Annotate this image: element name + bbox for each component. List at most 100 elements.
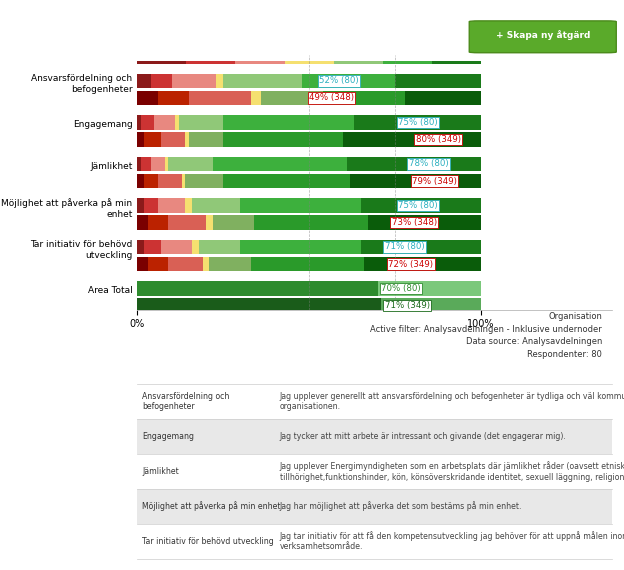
- Bar: [361, 239, 481, 254]
- Text: Jag upplever Energimyndigheten som en arbetsplats där jämlikhet råder (oavsett e: Jag upplever Energimyndigheten som en ar…: [280, 461, 624, 482]
- Bar: [144, 174, 158, 188]
- Bar: [137, 74, 151, 88]
- FancyBboxPatch shape: [469, 21, 617, 53]
- Bar: [158, 174, 182, 188]
- Bar: [137, 256, 148, 271]
- Text: 70% (80): 70% (80): [381, 284, 421, 293]
- Bar: [240, 239, 361, 254]
- Text: + Skapa ny åtgärd: + Skapa ny åtgärd: [495, 30, 590, 40]
- Bar: [158, 198, 185, 213]
- Bar: [137, 298, 381, 313]
- Bar: [350, 174, 481, 188]
- Text: Engagemang: Engagemang: [142, 432, 194, 441]
- Text: 80% (349): 80% (349): [416, 135, 461, 144]
- Bar: [383, 61, 432, 64]
- Bar: [148, 215, 168, 230]
- Bar: [368, 215, 481, 230]
- Text: 52% (80): 52% (80): [319, 76, 359, 86]
- Bar: [137, 61, 187, 64]
- Bar: [137, 281, 378, 296]
- Bar: [144, 239, 162, 254]
- Bar: [182, 174, 185, 188]
- Bar: [137, 132, 144, 147]
- Bar: [217, 74, 223, 88]
- Bar: [175, 115, 178, 130]
- Bar: [240, 198, 361, 213]
- Bar: [378, 281, 481, 296]
- Bar: [302, 74, 395, 88]
- Bar: [334, 61, 383, 64]
- Bar: [406, 91, 481, 105]
- Bar: [354, 115, 481, 130]
- Bar: [223, 132, 343, 147]
- Bar: [213, 215, 254, 230]
- Bar: [361, 198, 481, 213]
- Bar: [137, 174, 144, 188]
- Bar: [189, 91, 251, 105]
- Bar: [235, 61, 285, 64]
- Bar: [254, 215, 368, 230]
- Bar: [144, 198, 158, 213]
- Text: Jag upplever generellt att ansvarsfördelning och befogenheter är tydliga och väl: Jag upplever generellt att ansvarsfördel…: [280, 392, 624, 412]
- Bar: [323, 91, 406, 105]
- Bar: [162, 239, 192, 254]
- Bar: [137, 215, 148, 230]
- Text: Jag tar initiativ för att få den kompetensutveckling jag behöver för att uppnå m: Jag tar initiativ för att få den kompete…: [280, 531, 624, 551]
- Bar: [203, 256, 210, 271]
- Bar: [137, 157, 141, 171]
- Text: 78% (80): 78% (80): [409, 160, 449, 169]
- Bar: [137, 489, 612, 524]
- Text: 73% (348): 73% (348): [392, 218, 437, 227]
- Bar: [187, 61, 235, 64]
- Bar: [210, 256, 251, 271]
- Bar: [151, 157, 165, 171]
- Bar: [381, 298, 481, 313]
- Bar: [251, 256, 364, 271]
- Bar: [178, 115, 223, 130]
- Bar: [172, 74, 217, 88]
- Text: Jag tycker att mitt arbete är intressant och givande (det engagerar mig).: Jag tycker att mitt arbete är intressant…: [280, 432, 567, 441]
- Bar: [251, 91, 261, 105]
- Bar: [223, 174, 350, 188]
- Bar: [148, 256, 168, 271]
- Text: 49% (348): 49% (348): [309, 93, 354, 103]
- Bar: [165, 157, 168, 171]
- Bar: [141, 115, 155, 130]
- Bar: [144, 132, 162, 147]
- Bar: [199, 239, 240, 254]
- Bar: [137, 239, 144, 254]
- Bar: [343, 132, 481, 147]
- Bar: [213, 157, 347, 171]
- Bar: [432, 61, 481, 64]
- Text: Ansvarsfördelning och
befogenheter: Ansvarsfördelning och befogenheter: [142, 392, 230, 412]
- Text: 72% (349): 72% (349): [388, 259, 433, 268]
- Bar: [185, 174, 223, 188]
- Text: 75% (80): 75% (80): [399, 201, 438, 210]
- Bar: [141, 157, 151, 171]
- Text: Möjlighet att påverka på min enhet: Möjlighet att påverka på min enhet: [142, 502, 281, 511]
- Bar: [155, 115, 175, 130]
- Bar: [137, 419, 612, 454]
- Bar: [158, 91, 189, 105]
- Bar: [168, 157, 213, 171]
- Bar: [223, 115, 354, 130]
- Bar: [168, 215, 206, 230]
- Text: 71% (80): 71% (80): [385, 242, 424, 251]
- Bar: [261, 91, 323, 105]
- Text: Tar initiativ för behövd utveckling: Tar initiativ för behövd utveckling: [142, 537, 274, 545]
- Bar: [185, 198, 192, 213]
- Text: Jag har möjlighet att påverka det som bestäms på min enhet.: Jag har möjlighet att påverka det som be…: [280, 502, 522, 511]
- Bar: [223, 74, 302, 88]
- Bar: [137, 198, 144, 213]
- Bar: [137, 115, 141, 130]
- Bar: [162, 132, 185, 147]
- Bar: [395, 74, 481, 88]
- Bar: [151, 74, 172, 88]
- Bar: [189, 132, 223, 147]
- Bar: [168, 256, 203, 271]
- Text: Organisation
Active filter: Analysavdelningen - Inklusive undernoder
Data source: Organisation Active filter: Analysavdeln…: [370, 312, 602, 359]
- Bar: [185, 132, 189, 147]
- Text: Jämlikhet: Jämlikhet: [142, 467, 178, 476]
- Text: 75% (80): 75% (80): [399, 118, 438, 127]
- Bar: [347, 157, 481, 171]
